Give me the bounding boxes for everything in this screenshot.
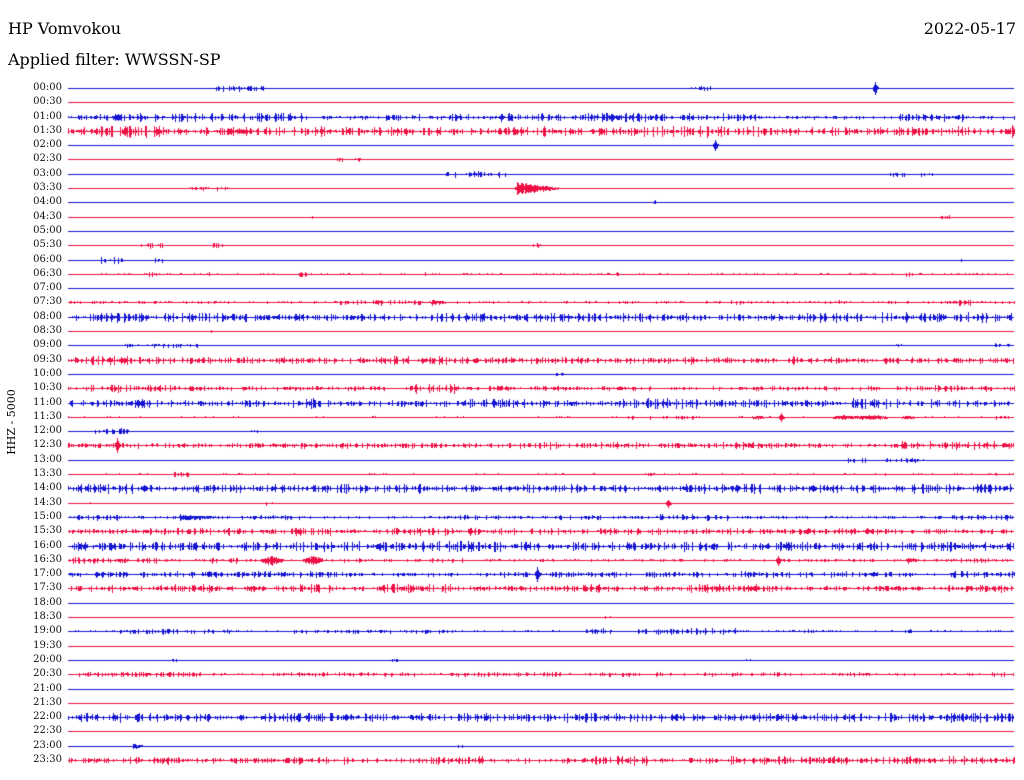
trace-time-label: 15:00 <box>33 510 62 522</box>
station-title: HP Vomvokou <box>8 19 121 38</box>
trace-time-label: 09:00 <box>33 339 62 351</box>
trace-time-label: 03:00 <box>33 167 62 179</box>
trace-time-label: 01:00 <box>33 110 62 122</box>
trace-time-label: 20:30 <box>33 668 62 680</box>
trace-time-label: 23:30 <box>33 754 62 765</box>
trace-time-label: 12:00 <box>33 425 62 437</box>
trace-time-label: 07:00 <box>33 282 62 294</box>
trace-time-label: 09:30 <box>33 353 62 365</box>
trace-time-label: 23:00 <box>33 739 62 751</box>
trace-time-label: 02:00 <box>33 139 62 151</box>
trace-time-label: 01:30 <box>33 124 62 136</box>
trace-time-label: 18:00 <box>33 596 62 608</box>
trace-time-label: 21:30 <box>33 696 62 708</box>
trace-time-label: 11:00 <box>33 396 62 408</box>
plot-date: 2022-05-17 <box>923 19 1016 38</box>
trace-time-label: 05:00 <box>33 224 62 236</box>
trace-time-label: 13:00 <box>33 453 62 465</box>
trace-time-label: 04:00 <box>33 196 62 208</box>
trace-time-label: 21:00 <box>33 682 62 694</box>
trace-time-label: 17:00 <box>33 568 62 580</box>
trace-time-label: 16:30 <box>33 553 62 565</box>
trace-time-label: 07:30 <box>33 296 62 308</box>
trace-time-label: 22:00 <box>33 711 62 723</box>
trace-time-label: 16:00 <box>33 539 62 551</box>
trace-time-label: 06:00 <box>33 253 62 265</box>
trace-time-label: 11:30 <box>33 410 62 422</box>
trace-time-label: 15:30 <box>33 525 62 537</box>
trace-time-label: 04:30 <box>33 210 62 222</box>
trace-time-label: 05:30 <box>33 239 62 251</box>
trace-time-label: 10:00 <box>33 367 62 379</box>
trace-time-label: 08:00 <box>33 310 62 322</box>
trace-time-label: 14:00 <box>33 482 62 494</box>
trace-time-label: 06:30 <box>33 267 62 279</box>
trace-time-label: 20:00 <box>33 653 62 665</box>
trace-time-label: 19:30 <box>33 639 62 651</box>
trace-time-label: 22:30 <box>33 725 62 737</box>
applied-filter-label: Applied filter: WWSSN-SP <box>8 50 221 69</box>
trace-time-label: 17:30 <box>33 582 62 594</box>
trace-time-label: 00:00 <box>33 82 62 93</box>
trace-time-label: 19:00 <box>33 625 62 637</box>
trace-time-label: 02:30 <box>33 153 62 165</box>
trace-time-label: 12:30 <box>33 439 62 451</box>
trace-time-label: 10:30 <box>33 382 62 394</box>
trace-time-label: 13:30 <box>33 468 62 480</box>
trace-time-label: 08:30 <box>33 325 62 337</box>
trace-time-label: 03:30 <box>33 182 62 194</box>
trace-time-label: 14:30 <box>33 496 62 508</box>
trace-time-label: 00:30 <box>33 96 62 108</box>
trace-time-label: 18:30 <box>33 611 62 623</box>
